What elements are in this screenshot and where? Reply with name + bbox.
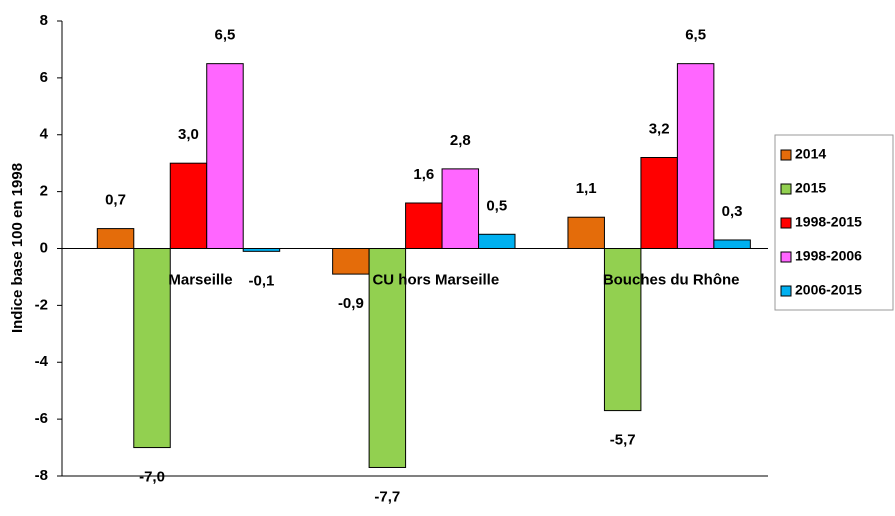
legend-box (774, 134, 894, 311)
y-tick-label: 8 (40, 12, 48, 29)
y-tick-label: 2 (40, 183, 48, 200)
value-label: 0,7 (105, 192, 126, 209)
y-axis-label: Indice base 100 en 1998 (9, 163, 26, 333)
bar (603, 248, 642, 412)
y-tick-label: -4 (35, 353, 49, 370)
legend-label: 2014 (795, 146, 826, 162)
legend-label: 1998-2006 (795, 248, 862, 264)
bar (640, 157, 678, 249)
legend-swatch (780, 251, 792, 263)
y-tick-label: -6 (35, 410, 48, 427)
x-tick-label: Marseille (168, 271, 232, 288)
value-label: 6,5 (215, 27, 236, 44)
y-tick-label: 0 (40, 239, 48, 256)
bar (133, 248, 171, 449)
legend-swatch (780, 285, 792, 297)
value-label: 2,8 (450, 132, 471, 149)
bar (169, 162, 208, 249)
value-label: 1,1 (576, 180, 597, 197)
value-label: -7,7 (374, 488, 400, 505)
bar (478, 233, 516, 249)
value-label: 3,0 (178, 126, 199, 143)
value-label: 1,6 (413, 166, 434, 183)
y-tick-label: 6 (40, 69, 48, 86)
bar (332, 248, 370, 275)
value-label: -7,0 (139, 469, 165, 486)
bar (206, 63, 244, 249)
bar (567, 216, 605, 249)
value-label: -0,1 (249, 272, 275, 289)
bar (441, 168, 480, 249)
value-label: 6,5 (685, 27, 706, 44)
bar (676, 63, 715, 249)
value-label: 0,5 (486, 197, 507, 214)
x-tick-label: CU hors Marseille (372, 271, 499, 288)
legend-swatch (780, 183, 792, 195)
y-tick-label: 4 (40, 126, 49, 143)
legend-swatch (780, 149, 792, 161)
value-label: 3,2 (649, 120, 670, 137)
legend-label: 1998-2015 (795, 214, 862, 230)
value-label: -5,7 (610, 432, 636, 449)
bar (96, 228, 135, 249)
legend-label: 2015 (795, 180, 826, 196)
value-label: 0,3 (722, 203, 743, 220)
x-tick-label: Bouches du Rhône (603, 271, 740, 288)
legend-swatch (780, 217, 792, 229)
bar (405, 202, 443, 249)
value-label: -0,9 (338, 295, 364, 312)
bar (713, 239, 751, 249)
y-tick-label: -2 (35, 296, 48, 313)
y-tick-label: -8 (35, 467, 48, 484)
legend: 2014 2015 1998-2015 1998-2006 2006-2015 (774, 134, 894, 311)
legend-label: 2006-2015 (795, 282, 862, 298)
